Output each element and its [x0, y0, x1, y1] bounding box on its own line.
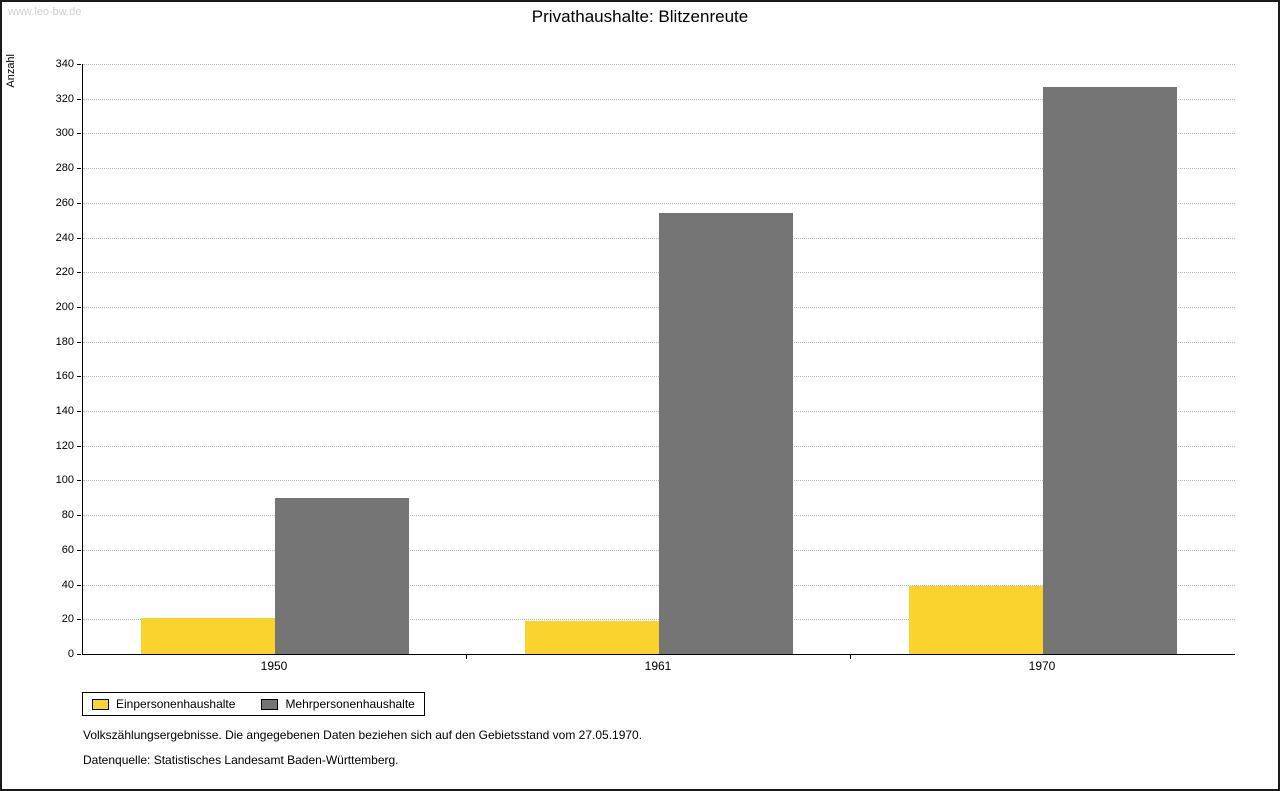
- y-tick: [77, 584, 81, 586]
- x-tick-label: 1950: [260, 659, 288, 673]
- y-tick: [77, 133, 81, 135]
- y-tick: [77, 549, 81, 551]
- y-tick-label: 40: [61, 578, 74, 591]
- y-tick-label: 0: [67, 648, 74, 660]
- gridline: [83, 133, 1235, 135]
- y-tick-label: 320: [55, 92, 74, 105]
- legend-label-mehrpersonenhaushalte: Mehrpersonenhaushalte: [285, 697, 415, 711]
- y-tick-label: 180: [55, 335, 74, 348]
- y-tick-label: 260: [55, 196, 74, 209]
- y-tick-label: 200: [55, 300, 74, 313]
- y-tick-label: 220: [55, 266, 74, 279]
- x-tick: [466, 655, 467, 659]
- gridline: [83, 98, 1235, 100]
- legend-swatch-einpersonenhaushalte: [92, 698, 109, 710]
- y-tick-label: 340: [55, 58, 74, 70]
- y-tick: [77, 306, 81, 308]
- y-tick: [77, 480, 81, 482]
- x-tick: [850, 655, 851, 659]
- bar-mehrpersonenhaushalte-1970: [1043, 86, 1177, 654]
- bar-mehrpersonenhaushalte-1950: [275, 497, 409, 654]
- y-tick-label: 300: [55, 127, 74, 140]
- y-tick: [77, 445, 81, 447]
- bar-einpersonenhaushalte-1950: [141, 617, 275, 654]
- y-tick-label: 280: [55, 162, 74, 175]
- y-tick: [77, 64, 81, 65]
- bar-mehrpersonenhaushalte-1961: [659, 213, 793, 654]
- legend-entry-einpersonenhaushalte: Einpersonenhaushalte: [92, 697, 235, 711]
- y-tick-label: 60: [61, 543, 74, 556]
- y-tick: [77, 237, 81, 239]
- chart-title: Privathaushalte: Blitzenreute: [531, 7, 749, 26]
- y-tick: [77, 272, 81, 274]
- y-tick: [77, 341, 81, 343]
- y-tick-label: 240: [55, 231, 74, 244]
- y-tick-label: 160: [55, 370, 74, 383]
- y-tick-label: 100: [55, 474, 74, 487]
- gridline: [83, 64, 1235, 65]
- plot-area: [82, 64, 1235, 655]
- y-tick-label: 120: [55, 439, 74, 452]
- gridline: [83, 168, 1235, 170]
- y-tick: [77, 411, 81, 413]
- y-tick-label: 140: [55, 405, 74, 418]
- y-tick-label: 20: [61, 613, 74, 626]
- legend: Einpersonenhaushalte Mehrpersonenhaushal…: [82, 692, 425, 716]
- y-tick: [77, 376, 81, 378]
- footnote-source: Datenquelle: Statistisches Landesamt Bad…: [83, 753, 399, 767]
- y-tick: [77, 168, 81, 170]
- y-tick: [77, 515, 81, 517]
- x-tick-label: 1961: [644, 659, 672, 673]
- legend-entry-mehrpersonenhaushalte: Mehrpersonenhaushalte: [261, 697, 415, 711]
- x-tick-label: 1970: [1028, 659, 1056, 673]
- legend-swatch-mehrpersonenhaushalte: [261, 698, 279, 710]
- legend-label-einpersonenhaushalte: Einpersonenhaushalte: [116, 697, 236, 711]
- y-tick-label: 80: [61, 509, 74, 522]
- y-tick: [77, 619, 81, 621]
- y-tick: [77, 654, 81, 655]
- y-tick: [77, 202, 81, 204]
- footnote-census: Volkszählungsergebnisse. Die angegebenen…: [83, 728, 643, 742]
- bar-einpersonenhaushalte-1961: [525, 621, 659, 654]
- y-tick: [77, 98, 81, 100]
- gridline: [83, 202, 1235, 204]
- watermark: www.leo-bw.de: [8, 6, 82, 18]
- bar-einpersonenhaushalte-1970: [909, 586, 1043, 654]
